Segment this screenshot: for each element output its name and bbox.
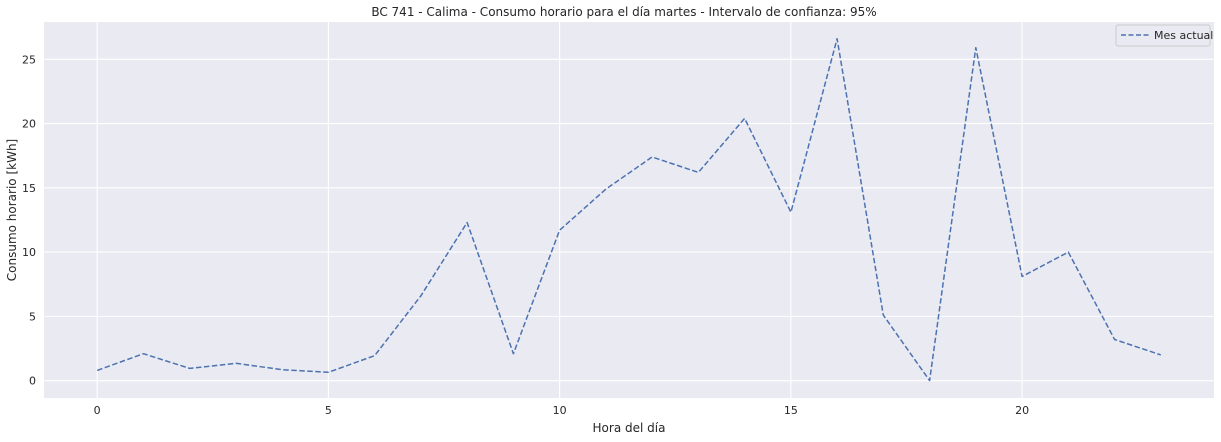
legend: Mes actual [1115,24,1213,47]
legend-label-mes-actual: Mes actual [1154,29,1213,42]
legend-box [1115,24,1211,47]
x-tick-label: 0 [94,404,101,417]
series-line-mes-actual [96,37,1162,382]
y-tick-label: 0 [29,375,36,388]
y-tick-label: 15 [22,182,36,195]
x-axis-label: Hora del día [593,421,666,435]
x-tick-label: 20 [1015,404,1029,417]
x-tick-label: 5 [325,404,332,417]
plot-area [44,22,1214,398]
y-tick-label: 10 [22,246,36,259]
tick-labels: 0 5 10 15 20 0 5 10 15 20 25 [22,53,1029,417]
y-tick-label: 20 [22,118,36,131]
y-axis-label: Consumo horario [kWh] [5,139,19,281]
x-tick-label: 15 [784,404,798,417]
grid-lines [44,22,1214,398]
x-tick-label: 10 [553,404,567,417]
y-tick-label: 25 [22,53,36,66]
y-tick-label: 5 [29,310,36,323]
series-layer [96,37,1162,382]
chart-title: BC 741 - Calima - Consumo horario para e… [371,5,876,19]
